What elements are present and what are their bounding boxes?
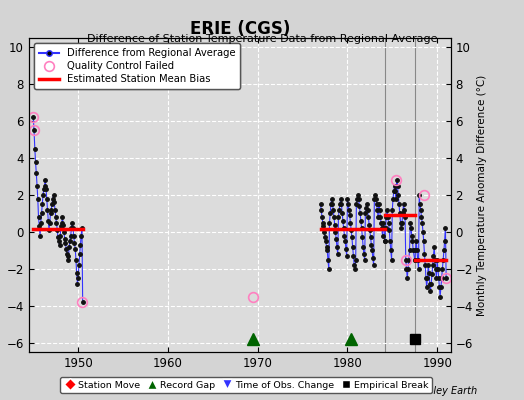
Title: ERIE (CGS): ERIE (CGS) bbox=[190, 20, 290, 38]
Legend: Difference from Regional Average, Quality Control Failed, Estimated Station Mean: Difference from Regional Average, Qualit… bbox=[34, 43, 241, 89]
Text: Berkeley Earth: Berkeley Earth bbox=[405, 386, 477, 396]
Legend: Station Move, Record Gap, Time of Obs. Change, Empirical Break: Station Move, Record Gap, Time of Obs. C… bbox=[60, 377, 432, 393]
Y-axis label: Monthly Temperature Anomaly Difference (°C): Monthly Temperature Anomaly Difference (… bbox=[477, 74, 487, 316]
Text: Difference of Station Temperature Data from Regional Average: Difference of Station Temperature Data f… bbox=[87, 34, 437, 44]
